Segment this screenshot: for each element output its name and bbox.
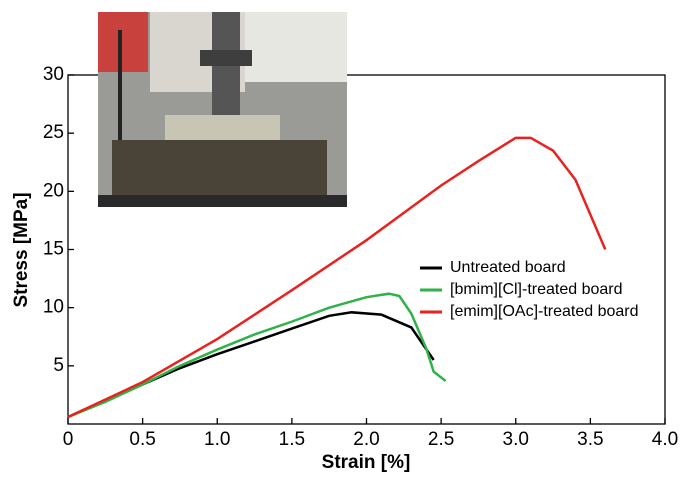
y-axis-label: Stress [MPa] [11, 192, 32, 307]
x-tick-label: 2.5 [428, 429, 454, 450]
x-tick-label: 2.0 [353, 429, 379, 450]
inset-photo [98, 12, 347, 207]
y-tick-label: 25 [43, 122, 64, 143]
legend-label: [emim][OAc]-treated board [450, 303, 639, 320]
legend-label: [bmim][Cl]-treated board [450, 281, 623, 298]
x-tick-label: 0.5 [129, 429, 155, 450]
x-tick-label: 0 [63, 429, 74, 450]
x-tick-label: 1.5 [279, 429, 305, 450]
x-tick-label: 3.5 [577, 429, 603, 450]
y-tick-label: 5 [53, 355, 64, 376]
x-tick-label: 4.0 [652, 429, 678, 450]
y-tick-label: 20 [43, 180, 64, 201]
x-axis-label: Strain [%] [322, 452, 411, 473]
y-tick-label: 30 [43, 64, 64, 85]
line [67, 292, 447, 419]
line [67, 311, 435, 419]
x-tick-label: 1.0 [204, 429, 230, 450]
y-tick-label: 10 [43, 297, 64, 318]
line [67, 136, 607, 419]
y-tick-label: 15 [43, 239, 64, 260]
x-tick-label: 3.0 [503, 429, 529, 450]
legend-label: Untreated board [450, 259, 566, 276]
